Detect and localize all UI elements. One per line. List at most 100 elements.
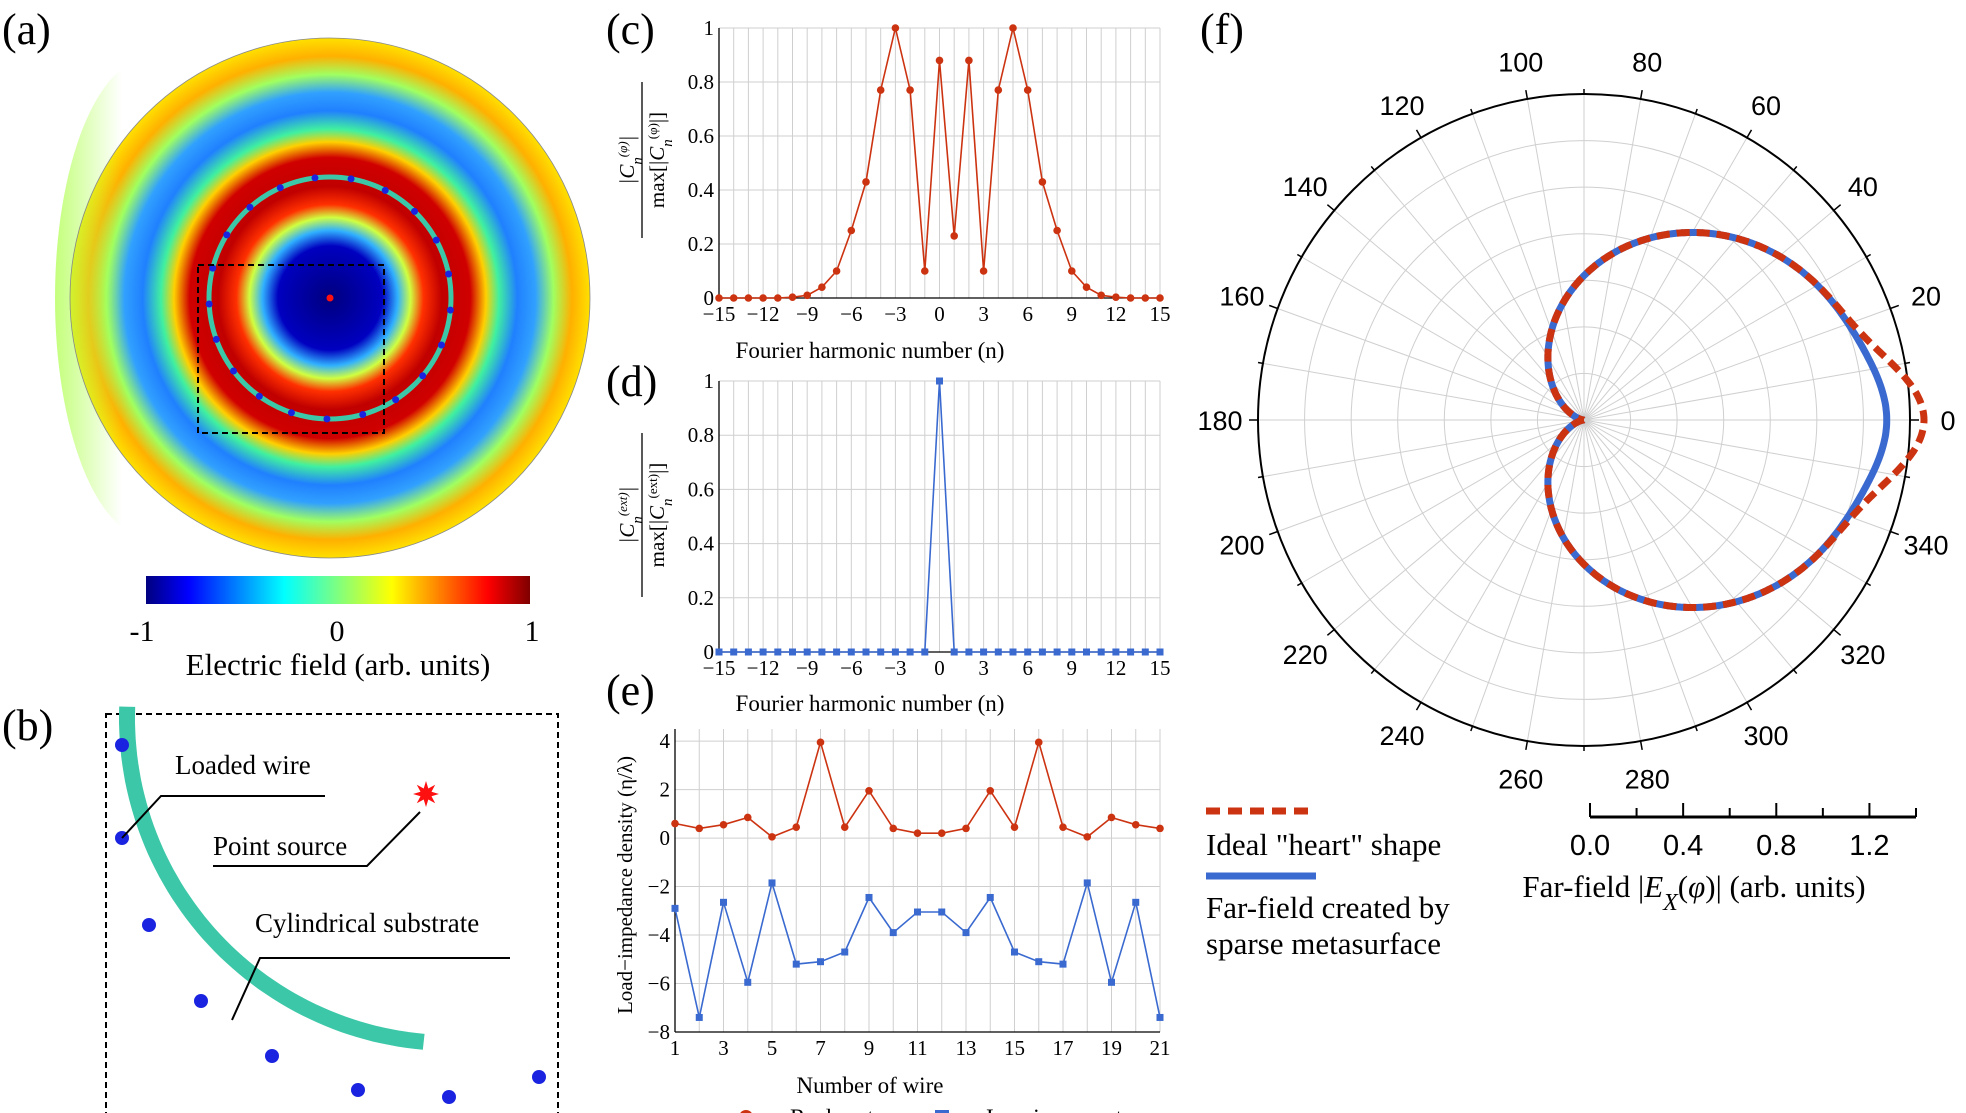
data-point	[695, 1013, 703, 1021]
polar-tick	[1257, 475, 1264, 479]
data-point	[1068, 267, 1076, 275]
polar-angle-label: 40	[1848, 172, 1878, 202]
data-point	[889, 929, 897, 937]
polar-spoke	[1583, 419, 1906, 478]
data-point	[1038, 648, 1046, 656]
data-point	[1011, 948, 1018, 956]
data-point	[803, 648, 811, 656]
polar-angle-label: 320	[1840, 640, 1885, 670]
polar-tick	[1296, 253, 1303, 258]
ring-wire	[209, 264, 217, 272]
data-point	[841, 948, 849, 956]
chart-d-xlabel: Fourier harmonic number (n)	[736, 691, 1005, 716]
polar-spoke	[1420, 419, 1585, 703]
polar-spoke	[1526, 98, 1585, 421]
point-source-icon	[413, 781, 439, 807]
data-point	[865, 893, 873, 901]
panel-label-d: (d)	[606, 357, 657, 406]
chart-e-xlabel: Number of wire	[797, 1073, 944, 1098]
data-point	[1126, 294, 1135, 302]
loaded-wire-dot	[142, 918, 156, 932]
polar-tick	[1792, 669, 1798, 675]
x-tick-label: 9	[1067, 656, 1078, 680]
panel-label-a: (a)	[2, 5, 51, 54]
data-point	[962, 929, 970, 937]
data-point	[986, 787, 995, 795]
data-point	[1156, 648, 1164, 656]
data-point	[847, 648, 855, 656]
x-tick-label: 3	[718, 1036, 729, 1060]
data-point	[1038, 178, 1047, 186]
colorbar	[146, 576, 530, 604]
y-tick-label: 0.2	[688, 232, 714, 256]
data-point	[832, 267, 841, 275]
data-point	[1059, 960, 1067, 968]
ring-wire	[411, 207, 419, 215]
data-point	[789, 648, 796, 656]
data-point	[818, 648, 826, 656]
x-tick-label: 21	[1150, 1036, 1171, 1060]
cylindrical-substrate-arc	[119, 706, 425, 1050]
chart-c: Fourier harmonic number (n) |Cn(φ)| max[…	[615, 16, 1171, 363]
svg-text:|Cn(φ)|: |Cn(φ)|	[615, 136, 647, 185]
y-tick-label: 0.8	[688, 423, 714, 447]
data-point	[744, 648, 752, 656]
x-tick-label: 9	[1067, 302, 1078, 326]
data-point	[1059, 823, 1067, 831]
data-point	[759, 294, 767, 302]
data-point	[1083, 648, 1090, 656]
polar-spoke	[1583, 169, 1794, 421]
data-point	[715, 648, 723, 656]
polar-spoke	[1583, 137, 1748, 421]
x-tick-label: 13	[956, 1036, 977, 1060]
polar-tick	[1268, 530, 1278, 536]
polar-angle-label: 20	[1911, 282, 1941, 312]
x-tick-label: 12	[1105, 656, 1126, 680]
data-point	[913, 829, 922, 838]
y-tick-label: −4	[648, 923, 671, 947]
polar-angle-label: 140	[1283, 172, 1328, 202]
ring-wire	[223, 231, 231, 239]
data-point	[774, 294, 782, 302]
polar-spoke	[1301, 419, 1585, 584]
polar-spoke	[1583, 210, 1835, 421]
loaded-wire-dot	[194, 994, 208, 1008]
ring-wire	[392, 396, 400, 404]
data-point	[876, 86, 885, 94]
center-source-dot	[326, 294, 334, 302]
data-point	[1141, 294, 1150, 302]
ring-wire	[381, 186, 389, 194]
polar-tick	[1865, 582, 1872, 587]
y-tick-label: 0.6	[688, 124, 714, 148]
colorbar-mid: 0	[330, 615, 345, 648]
panel-label-f: (f)	[1200, 5, 1244, 54]
x-tick-label: 6	[1022, 656, 1033, 680]
data-point	[817, 958, 824, 966]
loaded-wire-dot	[115, 738, 129, 752]
data-point	[695, 824, 704, 833]
data-point	[877, 648, 885, 656]
data-point	[774, 648, 782, 656]
polar-tick	[1833, 204, 1842, 212]
loaded-wire-label: Loaded wire	[175, 750, 311, 780]
data-point	[720, 898, 727, 906]
colorbar-label: Electric field (arb. units)	[186, 647, 491, 682]
x-tick-label: 0	[934, 302, 945, 326]
data-point	[1097, 291, 1105, 300]
colorbar-max: 1	[525, 615, 540, 648]
data-point	[965, 56, 973, 65]
ring-wire	[212, 335, 220, 343]
radial-scale-tick-label: 0.0	[1570, 830, 1610, 862]
polar-angle-label: 280	[1625, 764, 1670, 794]
data-point	[906, 86, 914, 94]
polar-spoke	[1472, 113, 1585, 421]
y-tick-label: −6	[648, 972, 670, 996]
polar-tick	[1415, 701, 1422, 711]
polar-spoke	[1583, 419, 1748, 703]
radial-scale-label: Far-field |EX(φ)| (arb. units)	[1522, 869, 1865, 916]
data-point	[792, 823, 801, 831]
y-tick-label: 0	[660, 826, 671, 850]
data-point	[1107, 813, 1116, 822]
polar-angle-label: 340	[1904, 530, 1949, 560]
